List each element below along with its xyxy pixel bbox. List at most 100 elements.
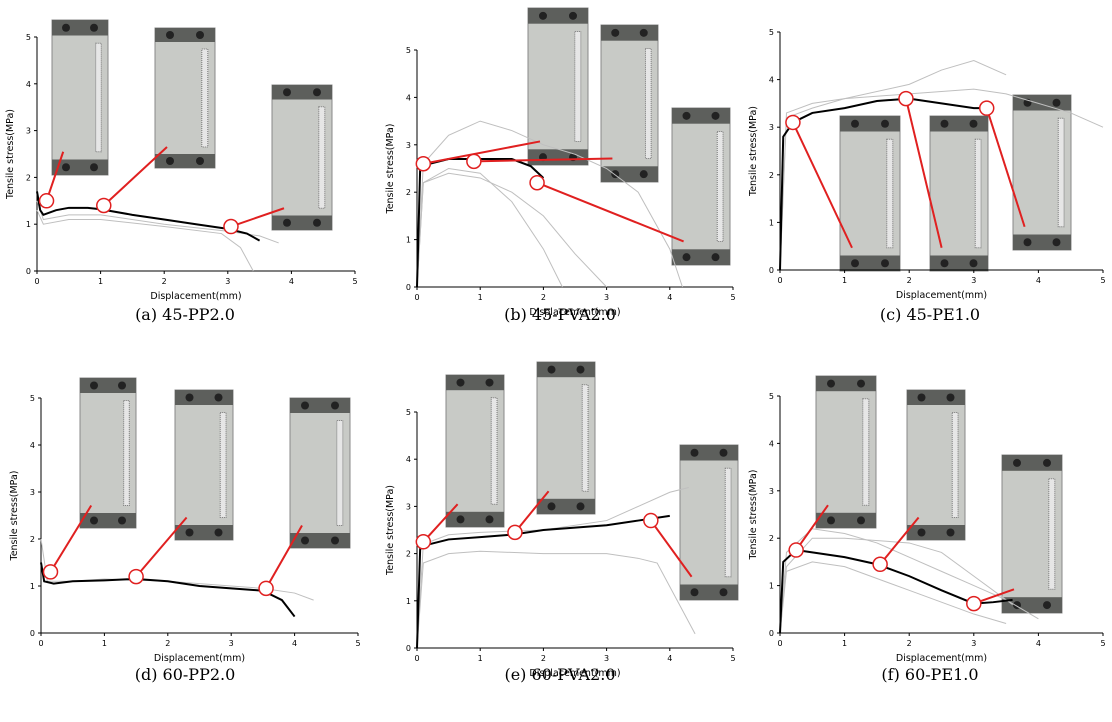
curve (36, 209, 254, 272)
marker (872, 556, 888, 573)
x-tick-label: 0 (777, 276, 782, 285)
bolt (639, 28, 648, 37)
y-tick-label: 0 (406, 283, 411, 292)
bolt (90, 381, 98, 390)
grip (528, 8, 588, 24)
connector (795, 504, 829, 551)
bolt (62, 23, 70, 32)
grip (1013, 234, 1071, 250)
connector (103, 146, 168, 207)
marker (258, 580, 274, 597)
bolt (196, 31, 204, 39)
bolt (719, 588, 728, 597)
y-tick-label: 4 (406, 93, 411, 102)
bolt (1052, 238, 1061, 247)
grip (528, 149, 588, 165)
curve (416, 550, 696, 649)
bolt (851, 259, 859, 268)
x-axis-title: Displacement(mm) (896, 653, 987, 664)
connector (230, 207, 285, 228)
y-tick-label: 1 (769, 218, 774, 227)
marker (507, 524, 523, 541)
y-tick-label: 4 (769, 76, 774, 85)
bolt (827, 516, 835, 525)
y-tick-label: 3 (769, 487, 774, 496)
bolt (576, 365, 585, 374)
connector (265, 525, 303, 589)
y-tick-label: 1 (406, 236, 411, 245)
bolt (62, 163, 70, 172)
x-tick-label: 1 (842, 276, 847, 285)
bolt (196, 157, 204, 165)
x-tick-label: 1 (842, 639, 847, 648)
x-axis-title: Displacement(mm) (154, 653, 245, 664)
bolt (283, 218, 291, 227)
y-tick-label: 5 (406, 408, 411, 417)
marker (415, 534, 432, 550)
curve (416, 120, 683, 288)
x-tick-label: 3 (971, 639, 976, 648)
bolt (827, 379, 835, 388)
x-axis-title: Displacement(mm) (150, 291, 241, 302)
y-tick-label: 4 (30, 441, 35, 450)
marker (898, 90, 914, 107)
x-tick-label: 3 (225, 277, 230, 286)
bolt (547, 365, 556, 374)
y-tick-label: 0 (30, 629, 35, 638)
bolt (946, 393, 955, 402)
y-tick-label: 2 (406, 550, 411, 559)
bolt (711, 111, 720, 120)
connector (135, 516, 188, 578)
y-axis-title: Tensile stress(MPa) (9, 471, 20, 562)
x-tick-label: 3 (229, 639, 234, 648)
x-tick-label: 2 (162, 277, 167, 286)
grip (537, 498, 595, 514)
bolt (569, 11, 577, 20)
panel: 0 1 2 3 4 5 0 1 2 3 4 5 Displacement(mm) Tensile stre… (9, 377, 361, 684)
bolt (485, 515, 494, 524)
bolt (969, 259, 978, 268)
grip (930, 116, 988, 132)
y-tick-label: 0 (26, 267, 31, 276)
bolt (639, 170, 648, 179)
bolt (214, 528, 223, 537)
bolt (90, 23, 98, 32)
grip (290, 398, 350, 413)
marker (38, 193, 55, 209)
ruler (1048, 478, 1056, 590)
x-tick-label: 4 (667, 293, 672, 302)
x-tick-label: 3 (971, 276, 976, 285)
y-axis-title: Tensile stress(MPa) (748, 470, 759, 561)
x-tick-label: 3 (604, 654, 609, 663)
x-tick-label: 3 (604, 293, 609, 302)
grip (601, 25, 658, 41)
y-tick-label: 3 (406, 141, 411, 150)
bolt (576, 502, 585, 511)
ruler (862, 398, 870, 506)
connector (514, 490, 550, 533)
ruler (219, 412, 227, 518)
grip (907, 525, 965, 540)
connector (650, 519, 693, 578)
bolt (283, 88, 291, 97)
x-tick-label: 2 (907, 639, 912, 648)
ruler (886, 138, 894, 249)
caption: (e) 60-PVA2.0 (504, 665, 615, 684)
curve (779, 88, 1104, 271)
bolt (1052, 98, 1061, 107)
bolt (331, 401, 339, 410)
y-tick-label: 5 (406, 46, 411, 55)
marker (223, 218, 239, 235)
y-tick-label: 0 (406, 644, 411, 653)
y-tick-label: 3 (26, 127, 31, 136)
bolt (485, 378, 494, 387)
caption: (a) 45-PP2.0 (135, 305, 235, 324)
bolt (857, 379, 865, 388)
bolt (917, 393, 926, 402)
bolt (301, 536, 309, 545)
y-tick-label: 0 (769, 629, 774, 638)
bolt (917, 528, 926, 537)
connector (49, 504, 93, 573)
ruler (644, 48, 652, 159)
y-tick-label: 5 (769, 392, 774, 401)
